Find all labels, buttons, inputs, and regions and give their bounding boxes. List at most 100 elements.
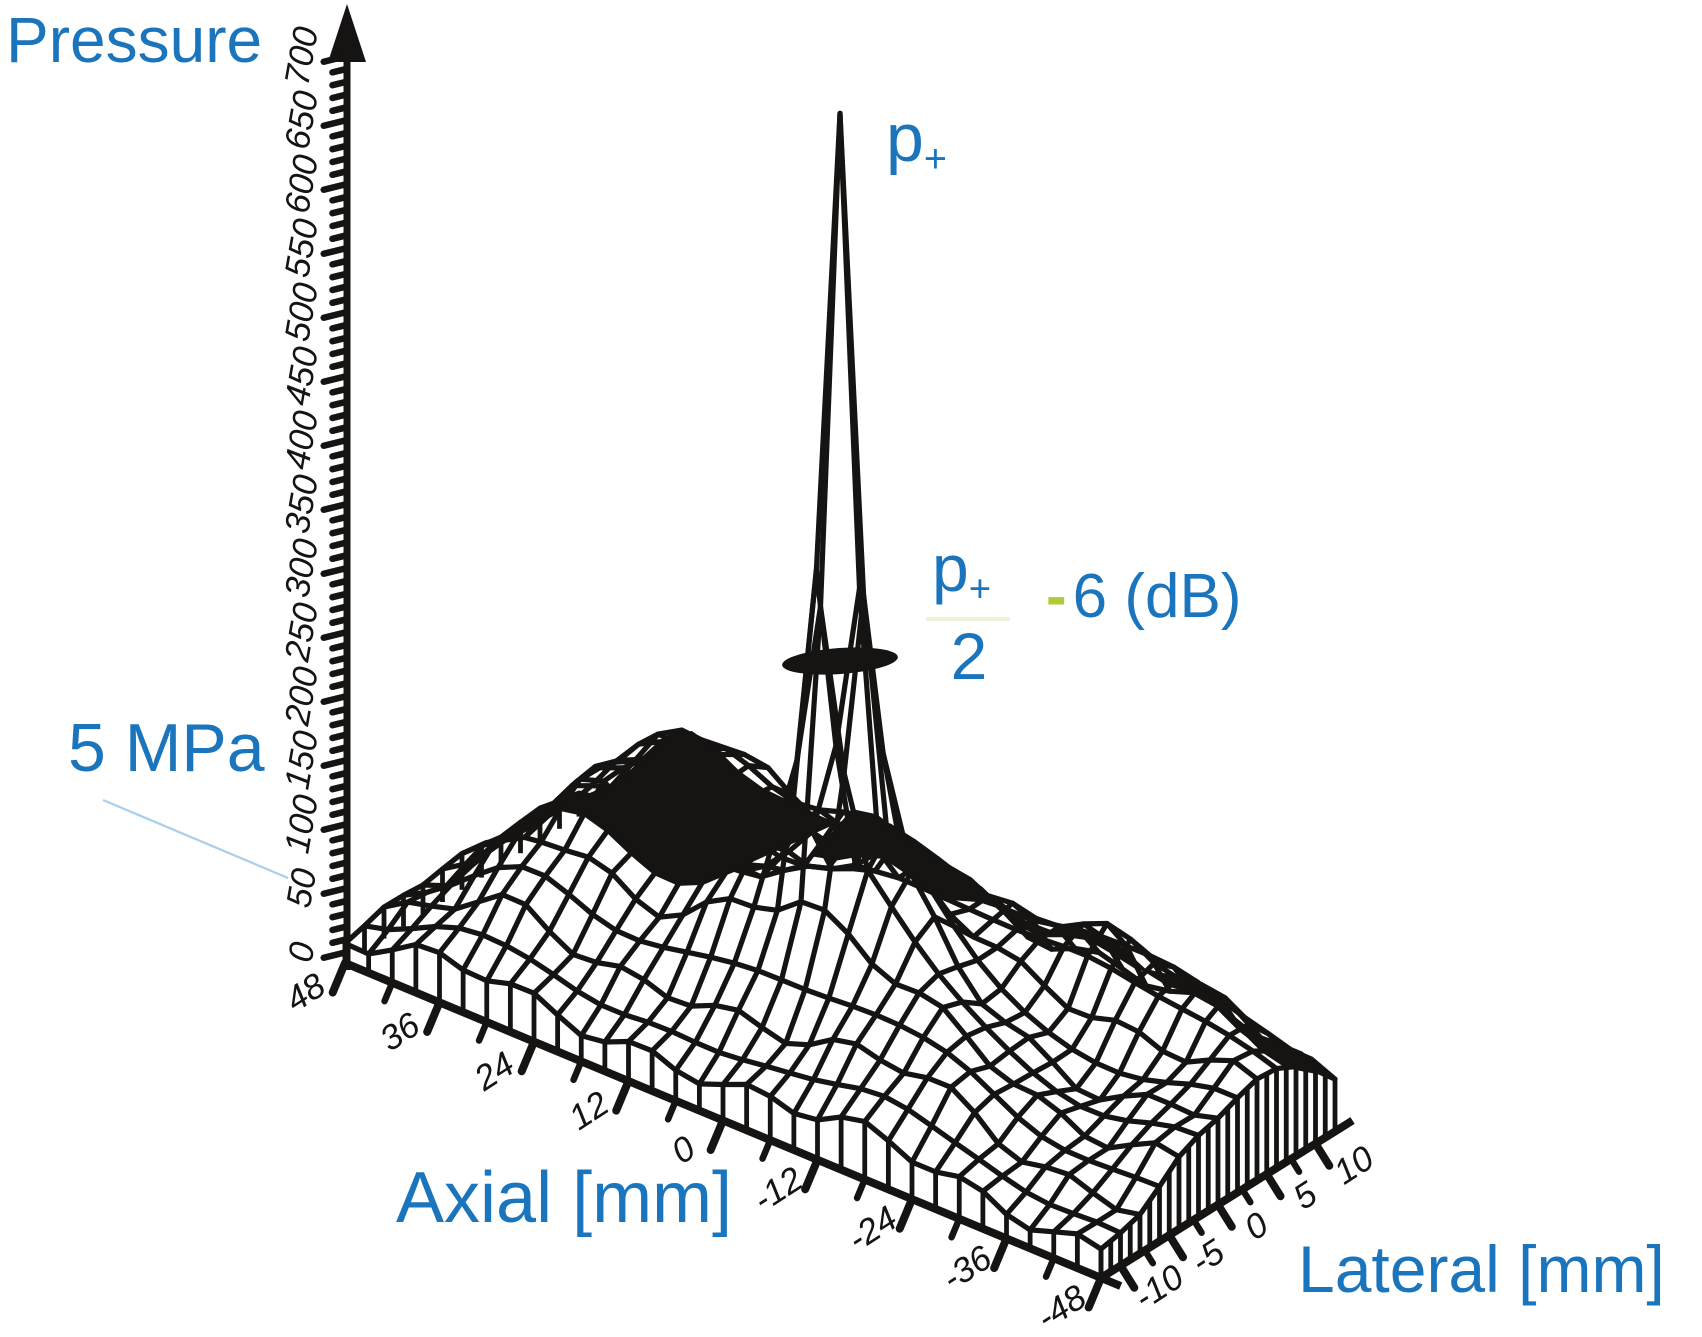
- pressure-tick: [320, 52, 351, 66]
- axial-axis-line: [343, 959, 1123, 1290]
- fraction-bar: [926, 616, 1010, 621]
- pressure-tick: [320, 244, 351, 258]
- pressure-tick: [329, 769, 351, 780]
- axial-axis-title: Axial [mm]: [396, 1158, 733, 1238]
- pressure-tick: [329, 231, 351, 243]
- pressure-tick: [329, 411, 351, 422]
- pressure-tick: [329, 462, 351, 473]
- pressure-tick: [329, 206, 351, 217]
- axial-tick: [475, 1018, 490, 1044]
- five-mpa-leader-line: [102, 798, 289, 880]
- mesh-column: [956, 960, 1196, 1180]
- pressure-tick: [320, 692, 351, 706]
- pressure-tick: [329, 871, 351, 883]
- pressure-tick: [320, 500, 351, 514]
- axial-tick: [990, 1234, 1011, 1273]
- pressure-tick: [329, 577, 351, 588]
- pressure-tick: [329, 129, 351, 140]
- pressure-tick: [329, 795, 351, 806]
- pressure-tick: [329, 833, 351, 844]
- pressure-tick: [329, 526, 351, 537]
- lateral-tick: [1239, 1186, 1254, 1206]
- pressure-axis-title: Pressure: [6, 4, 263, 76]
- pressure-tick-label: 300: [277, 535, 326, 600]
- pressure-tick: [329, 935, 351, 947]
- axial-tick-label: -12: [746, 1159, 810, 1219]
- pressure-tick-label: 250: [277, 599, 326, 665]
- axial-tick-label: 12: [562, 1084, 616, 1138]
- lateral-axis-title: Lateral [mm]: [1298, 1232, 1665, 1306]
- pressure-tick: [329, 65, 351, 76]
- lateral-tick: [1214, 1200, 1236, 1231]
- pressure-tick: [329, 667, 351, 678]
- axial-tick-label: -36: [935, 1238, 999, 1299]
- pressure-tick: [329, 603, 351, 614]
- axial-tick: [948, 1215, 963, 1241]
- pressure-tick: [329, 807, 351, 819]
- pressure-tick-label: 400: [277, 407, 326, 472]
- pressure-tick-label: 200: [277, 663, 326, 729]
- lateral-tick-label: -10: [1127, 1257, 1191, 1318]
- axial-tick: [895, 1195, 916, 1233]
- pressure-tick: [329, 423, 351, 435]
- pressure-tick: [329, 78, 351, 89]
- pressure-tick: [329, 257, 351, 268]
- lateral-tick: [1287, 1155, 1303, 1175]
- lateral-tick-label: -5: [1184, 1232, 1232, 1282]
- axial-tick: [853, 1176, 868, 1202]
- peak-symbol: p: [886, 100, 924, 176]
- pressure-tick: [329, 679, 351, 691]
- pressure-tick: [320, 372, 351, 386]
- pressure-tick: [329, 590, 351, 601]
- fraction-numerator: p+: [926, 535, 1012, 609]
- mesh-column: [909, 920, 1149, 1165]
- pressure-tick: [329, 615, 351, 627]
- mesh-column: [814, 900, 1055, 1123]
- axial-tick-label: -48: [1030, 1277, 1094, 1337]
- pressure-tick: [329, 718, 351, 729]
- pressure-tick: [329, 641, 351, 652]
- lateral-tick: [1116, 1261, 1139, 1292]
- half-peak-ellipse: [782, 647, 898, 675]
- pressure-tick: [329, 731, 351, 742]
- pressure-tick: [329, 551, 351, 563]
- pressure-tick: [329, 475, 351, 486]
- ridge-fills: [465, 731, 1331, 1077]
- pressure-tick: [329, 487, 351, 499]
- pressure-tick: [329, 155, 351, 166]
- mesh-column: [862, 924, 1102, 1125]
- mesh-column: [1051, 1021, 1291, 1235]
- pressure-tick-label: 550: [277, 215, 326, 280]
- minus-6db-label: -6 (dB): [1046, 566, 1242, 628]
- axial-tick: [1084, 1273, 1105, 1312]
- pressure-tick: [320, 180, 351, 194]
- pressure-tick: [329, 283, 351, 294]
- mesh-row: [400, 864, 1163, 1190]
- pressure-tick: [329, 347, 351, 358]
- pressure-tick: [320, 884, 351, 898]
- pressure-tick: [329, 743, 351, 755]
- mesh-column: [1003, 982, 1244, 1217]
- axial-tick-label: 36: [373, 1005, 427, 1059]
- pressure-tick: [329, 398, 351, 409]
- pressure-tick: [329, 219, 351, 230]
- lateral-tick-label: 0: [1238, 1204, 1276, 1248]
- axial-tick: [759, 1136, 774, 1162]
- pressure-tick: [329, 782, 351, 793]
- pressure-tick: [320, 436, 351, 450]
- mesh-column: [460, 731, 700, 973]
- lateral-tick: [1165, 1231, 1188, 1262]
- mesh-column: [484, 727, 724, 984]
- mesh-column: [720, 110, 960, 1088]
- pressure-tick-label: 50: [279, 865, 324, 911]
- pressure-tick: [329, 359, 351, 371]
- pressure-tick: [320, 564, 351, 578]
- peak-subscript: +: [923, 137, 947, 182]
- pressure-tick: [320, 628, 351, 642]
- pressure-tick: [320, 308, 351, 322]
- axial-tick-label: 24: [467, 1044, 522, 1098]
- fraction-numerator-subscript: +: [968, 567, 992, 611]
- lateral-tick: [1262, 1170, 1285, 1201]
